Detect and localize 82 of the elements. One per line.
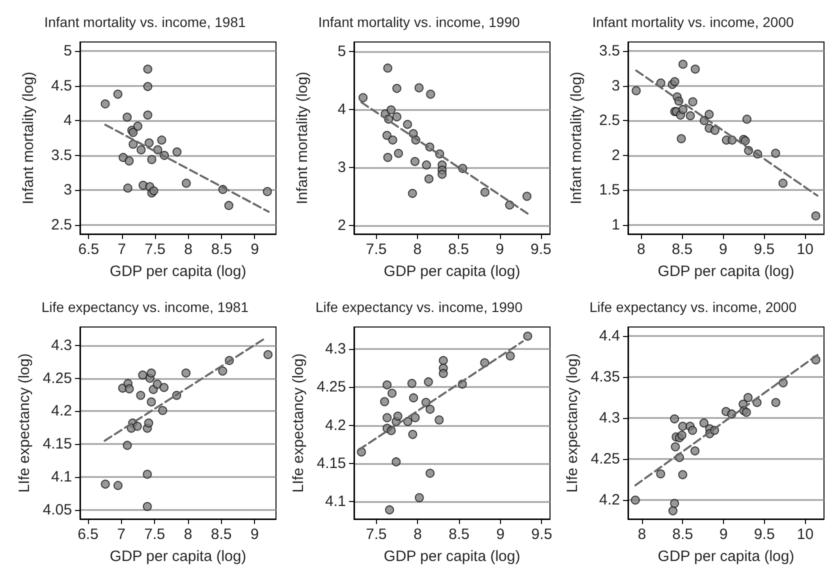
y-tick-label: 4.4 [599, 328, 620, 345]
x-tick-label: 9 [250, 526, 259, 543]
x-tick-label: 9.5 [754, 241, 775, 258]
y-tick-label: 4.3 [325, 340, 346, 358]
y-tick-label: 2.5 [599, 112, 620, 130]
y-tick-label: 3 [338, 158, 346, 176]
y-tick-label: 2.5 [51, 216, 72, 234]
y-tick-label: 4.3 [51, 336, 72, 354]
x-tick-label: 9 [496, 526, 505, 543]
x-tick-label: 9 [718, 241, 728, 258]
y-tick-label: 3 [64, 182, 72, 199]
y-tick-label: 3.5 [51, 146, 72, 164]
x-tick-label: 8 [638, 526, 646, 543]
x-tick-label: 10 [796, 526, 814, 543]
x-tick-label: 8 [184, 241, 192, 258]
x-tick-label: 7.5 [144, 241, 166, 258]
y-tick-label: 4.25 [590, 450, 620, 468]
x-axis-title: GDP per capita (log) [384, 548, 520, 565]
y-tick-label: 4.35 [590, 368, 620, 386]
chart-title: Infant mortality vs. income, 2000 [592, 14, 794, 30]
y-tick-label: 4.2 [51, 402, 72, 420]
y-tick-label: 4.3 [599, 410, 620, 427]
y-tick-label: 1.5 [599, 182, 620, 199]
x-tick-label: 7.5 [366, 526, 387, 543]
x-tick-label: 8 [414, 526, 422, 543]
y-tick-label: 4 [64, 112, 72, 130]
x-tick-label: 8.5 [448, 526, 470, 543]
y-tick-label: 4.5 [51, 77, 72, 94]
y-tick-label: 4.1 [325, 492, 346, 510]
y-tick-label: 4.2 [599, 492, 620, 509]
chart-title: Life expectancy vs. income, 1990 [315, 299, 523, 315]
x-tick-label: 8 [413, 241, 422, 258]
x-tick-label: 9.5 [531, 526, 552, 543]
x-tick-label: 8 [636, 241, 646, 258]
chart-title: Infant mortality vs. income, 1981 [44, 14, 246, 30]
y-tick-label: 5 [64, 42, 72, 60]
y-tick-label: 4 [338, 100, 346, 118]
chart-title: Life expectancy vs. income, 2000 [589, 299, 797, 315]
x-tick-label: 7 [117, 526, 126, 543]
x-tick-label: 6.5 [78, 241, 100, 258]
y-axis-title: Infant mortality (log) [568, 72, 585, 204]
x-tick-label: 10 [796, 241, 814, 258]
x-tick-label: 8.5 [448, 241, 470, 258]
x-tick-label: 9.5 [530, 241, 552, 258]
x-tick-label: 8 [184, 526, 192, 543]
y-tick-label: 4.2 [325, 416, 346, 434]
x-axis-title: GDP per capita (log) [658, 263, 794, 280]
x-tick-label: 9 [496, 241, 504, 258]
x-tick-label: 7 [118, 241, 126, 258]
chart-title: Infant mortality vs. income, 1990 [318, 14, 520, 30]
y-axis-title: Infant mortality (log) [20, 72, 37, 204]
y-tick-label: 2 [612, 146, 620, 164]
y-tick-label: 4.25 [42, 370, 72, 387]
x-tick-label: 7.5 [366, 241, 387, 258]
x-axis-title: GDP per capita (log) [658, 548, 794, 565]
x-axis-title: GDP per capita (log) [384, 263, 520, 280]
x-tick-label: 9.5 [754, 526, 775, 543]
y-tick-label: 4.15 [42, 436, 72, 453]
x-tick-label: 8.5 [211, 241, 232, 258]
x-tick-label: 9 [250, 241, 259, 258]
x-tick-label: 9 [719, 526, 728, 543]
y-tick-label: 1 [612, 216, 620, 234]
y-tick-label: 3 [612, 77, 620, 94]
y-axis-title: LIfe expectancy (log) [564, 353, 581, 493]
x-axis-title: GDP per capita (log) [110, 263, 246, 280]
y-axis-title: Infant mortality (log) [294, 72, 311, 204]
x-tick-label: 7.5 [144, 526, 166, 543]
y-axis-title: LIfe expectancy (log) [16, 353, 33, 493]
y-axis-title: LIfe expectancy (log) [290, 353, 307, 493]
y-tick-label: 4.15 [316, 454, 346, 472]
y-tick-label: 5 [338, 42, 346, 60]
chart-title: Life expectancy vs. income, 1981 [41, 299, 249, 315]
x-tick-label: 6.5 [78, 526, 98, 543]
x-axis-title: GDP per capita (log) [110, 548, 246, 565]
y-tick-label: 4.1 [51, 468, 72, 486]
x-tick-label: 8.5 [672, 526, 694, 543]
y-tick-label: 4.25 [316, 378, 346, 396]
y-tick-label: 4.05 [42, 501, 72, 518]
y-tick-label: 3.5 [599, 42, 620, 60]
x-tick-label: 8.5 [672, 241, 693, 258]
y-tick-label: 2 [338, 216, 346, 234]
x-tick-label: 8.5 [210, 526, 232, 543]
